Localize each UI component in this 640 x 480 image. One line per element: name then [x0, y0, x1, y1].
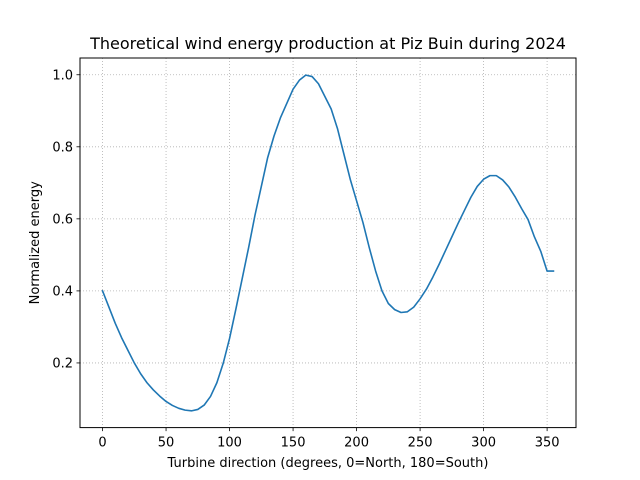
plot-frame — [79, 57, 577, 429]
y-tick-label: 1.0 — [52, 68, 73, 83]
x-tick-label: 250 — [408, 436, 433, 451]
y-tick-label: 0.8 — [52, 140, 73, 155]
x-tick-label: 50 — [158, 436, 175, 451]
ticks: 0 50 100 150 200 250 300 350 0.2 0.4 0.6 0.8 1.0 — [52, 68, 559, 450]
y-axis-label: Normalized energy — [28, 181, 43, 304]
y-tick-label: 0.2 — [52, 356, 73, 371]
x-tick-label: 200 — [344, 436, 369, 451]
x-tick-label: 150 — [281, 436, 306, 451]
x-tick-label: 0 — [98, 436, 106, 451]
y-tick-label: 0.6 — [52, 212, 73, 227]
x-tick-label: 300 — [471, 436, 496, 451]
y-tick-label: 0.4 — [52, 284, 73, 299]
series-layer — [101, 74, 555, 412]
series-line — [101, 74, 555, 412]
x-tick-label: 350 — [535, 436, 560, 451]
chart-title: Theoretical wind energy production at Pi… — [89, 34, 566, 53]
x-tick-label: 100 — [217, 436, 242, 451]
x-axis-label: Turbine direction (degrees, 0=North, 180… — [167, 456, 489, 471]
